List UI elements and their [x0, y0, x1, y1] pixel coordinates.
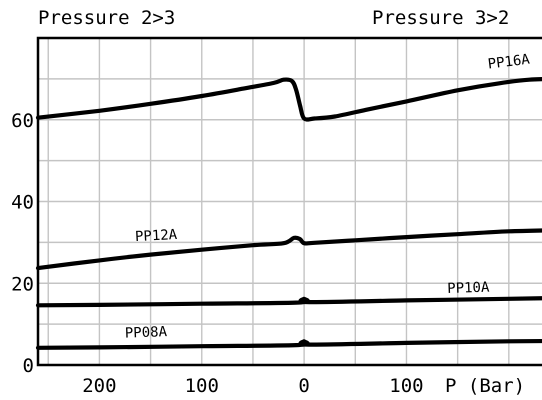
- series-label-pp12a: PP12A: [135, 227, 178, 245]
- header-left-label: Pressure 2>3: [38, 7, 175, 29]
- plot-frame: [36, 36, 542, 367]
- x-axis-label: P (Bar): [445, 375, 525, 397]
- x-tick-label: 200: [82, 375, 116, 397]
- header-right-label: Pressure 3>2: [372, 7, 509, 29]
- x-ticks: 200 100 0 100: [82, 375, 423, 397]
- y-ticks: 0 20 40 60: [11, 110, 34, 377]
- series-line-pp08a: [35, 338, 542, 350]
- x-tick-label: 0: [298, 375, 309, 397]
- series-line-pp10a: [35, 296, 542, 308]
- series-line-pp16a: [35, 77, 542, 122]
- series-lines: [35, 77, 542, 350]
- y-tick-label: 60: [11, 110, 34, 132]
- series-line-pp12a: [35, 228, 542, 271]
- series-label-pp10a: PP10A: [447, 280, 490, 297]
- grid: [38, 38, 542, 365]
- series-label-pp08a: PP08A: [125, 324, 168, 341]
- y-tick-label: 0: [23, 355, 34, 377]
- series-labels: PP16A PP12A PP10A PP08A: [125, 52, 532, 342]
- y-tick-label: 40: [11, 192, 34, 214]
- series-label-pp16a: PP16A: [487, 52, 531, 73]
- y-tick-label: 20: [11, 273, 34, 295]
- x-tick-label: 100: [185, 375, 219, 397]
- x-tick-label: 100: [389, 375, 423, 397]
